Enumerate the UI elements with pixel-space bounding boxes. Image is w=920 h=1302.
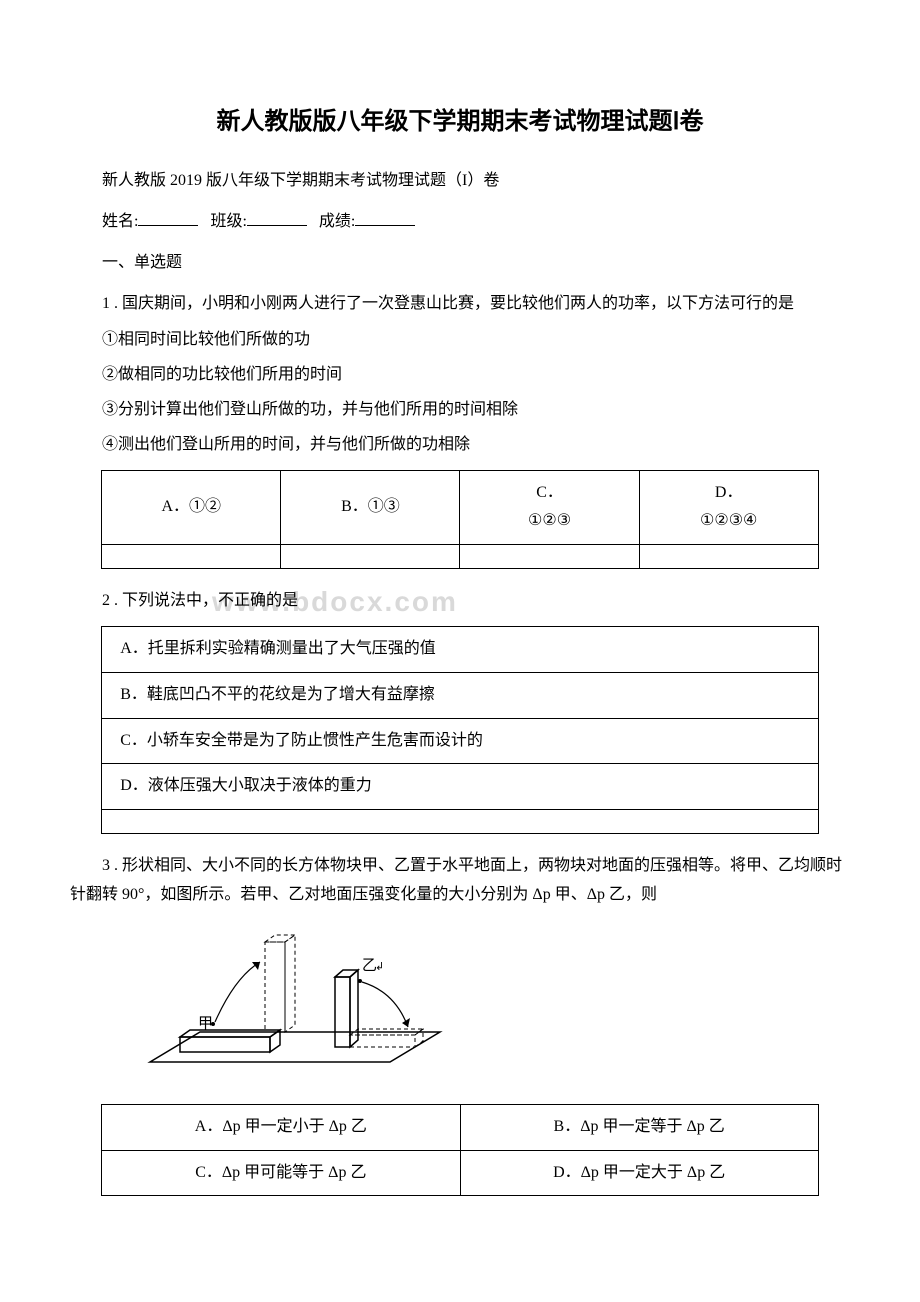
empty-cell <box>281 545 460 569</box>
empty-cell <box>102 545 281 569</box>
q1-optC-top: C． <box>536 484 563 501</box>
q2-stem: 2 . 下列说法中，不正确的是 www.bdocx.com <box>70 587 850 616</box>
q2-optD: D．液体压强大小取决于液体的重力 <box>102 764 819 810</box>
name-blank[interactable] <box>138 225 198 226</box>
q3-optB: B．Δp 甲一定等于 Δp 乙 <box>460 1104 818 1150</box>
student-info-line: 姓名: 班级: 成绩: <box>70 208 850 237</box>
q1-stem: 1 . 国庆期间，小明和小刚两人进行了一次登惠山比赛，要比较他们两人的功率，以下… <box>70 290 850 319</box>
empty-cell <box>639 545 818 569</box>
q1-item1: ①相同时间比较他们所做的功 <box>70 326 850 355</box>
q1-item3: ③分别计算出他们登山所做的功，并与他们所用的时间相除 <box>70 396 850 425</box>
q2-optB: B．鞋底凹凸不平的花纹是为了增大有益摩擦 <box>102 672 819 718</box>
q3-options-table: A．Δp 甲一定小于 Δp 乙 B．Δp 甲一定等于 Δp 乙 C．Δp 甲可能… <box>101 1104 819 1197</box>
score-label: 成绩: <box>319 213 355 230</box>
q3-optC: C．Δp 甲可能等于 Δp 乙 <box>102 1150 460 1196</box>
class-blank[interactable] <box>247 225 307 226</box>
page-title: 新人教版版八年级下学期期末考试物理试题Ⅰ卷 <box>70 100 850 143</box>
q1-optC-bottom: ①②③ <box>528 512 571 529</box>
q2-stem-text: 2 . 下列说法中，不正确的是 <box>102 592 298 609</box>
q1-optA: A．①② <box>102 470 281 545</box>
q3-optA: A．Δp 甲一定小于 Δp 乙 <box>102 1104 460 1150</box>
q1-item2: ②做相同的功比较他们所用的时间 <box>70 361 850 390</box>
q2-optC: C．小轿车安全带是为了防止惯性产生危害而设计的 <box>102 718 819 764</box>
q1-item4: ④测出他们登山所用的时间，并与他们所做的功相除 <box>70 431 850 460</box>
label-jia: 甲 <box>198 1016 213 1032</box>
q1-optD-bottom: ①②③④ <box>700 512 757 529</box>
q1-options-table: A．①② B．①③ C． ①②③ D． ①②③④ <box>101 470 819 570</box>
q2-options-table: A．托里拆利实验精确测量出了大气压强的值 B．鞋底凹凸不平的花纹是为了增大有益摩… <box>101 626 819 834</box>
class-label: 班级: <box>210 213 246 230</box>
q3-figure: 甲 乙 ↲ <box>140 922 850 1092</box>
empty-cell <box>460 545 639 569</box>
name-label: 姓名: <box>102 213 138 230</box>
q1-optC: C． ①②③ <box>460 470 639 545</box>
q2-optA: A．托里拆利实验精确测量出了大气压强的值 <box>102 626 819 672</box>
q3-stem: 3 . 形状相同、大小不同的长方体物块甲、乙置于水平地面上，两物块对地面的压强相… <box>70 852 850 910</box>
q1-optB: B．①③ <box>281 470 460 545</box>
q1-optD-top: D． <box>715 484 743 501</box>
q3-optD: D．Δp 甲一定大于 Δp 乙 <box>460 1150 818 1196</box>
empty-cell <box>102 810 819 834</box>
section-heading: 一、单选题 <box>70 249 850 278</box>
q1-optD: D． ①②③④ <box>639 470 818 545</box>
subtitle: 新人教版 2019 版八年级下学期期末考试物理试题（I）卷 <box>70 167 850 196</box>
svg-text:↲: ↲ <box>375 961 384 973</box>
score-blank[interactable] <box>355 225 415 226</box>
